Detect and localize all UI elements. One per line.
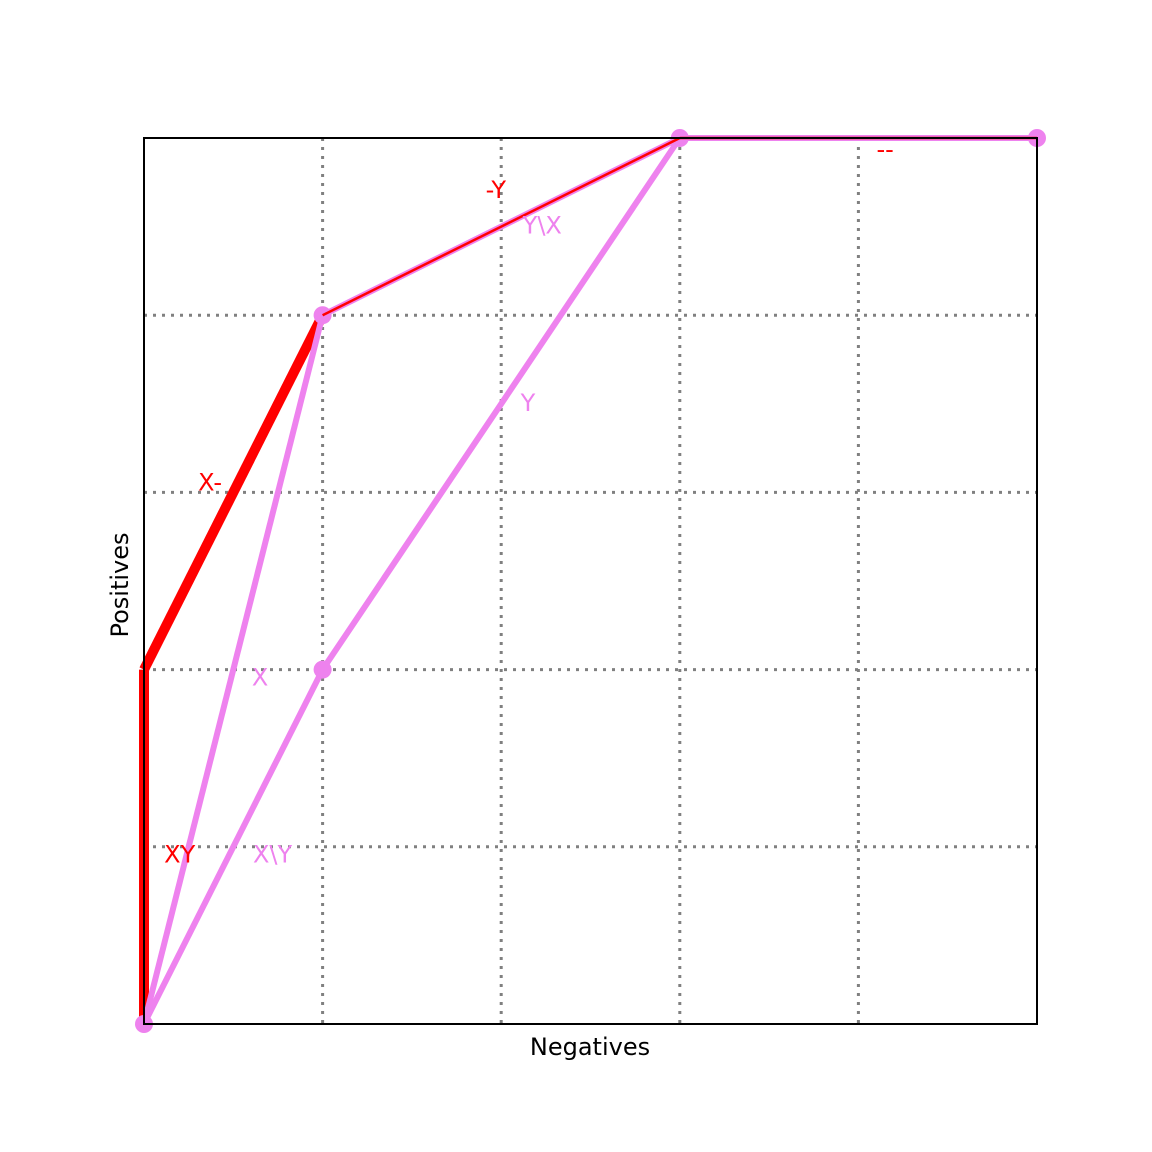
red-segment-label: XY	[164, 841, 195, 869]
red-segment	[322, 136, 681, 317]
y-axis-title: Positives	[106, 532, 134, 637]
x-axis-title: Negatives	[530, 1033, 650, 1061]
violet-segment-label: Y\X	[522, 212, 562, 240]
red-segment-label: -Y	[486, 176, 507, 204]
red-segment-label: X-	[198, 469, 222, 497]
violet-segment-label: X\Y	[253, 841, 293, 869]
red-segment-label: --	[877, 135, 894, 163]
red-segment	[139, 312, 328, 672]
plot-frame	[143, 137, 1038, 1025]
violet-segment	[320, 136, 683, 672]
mark-labels: XY X- -Y -- X Y\X X\Y Y	[164, 135, 894, 868]
grid	[144, 138, 1037, 1024]
violet-point	[313, 660, 332, 679]
violet-segment	[141, 314, 326, 1025]
violet-segment	[141, 668, 326, 1026]
violet-segment-label: Y	[520, 389, 536, 417]
violet-segment-label: X	[252, 663, 268, 691]
